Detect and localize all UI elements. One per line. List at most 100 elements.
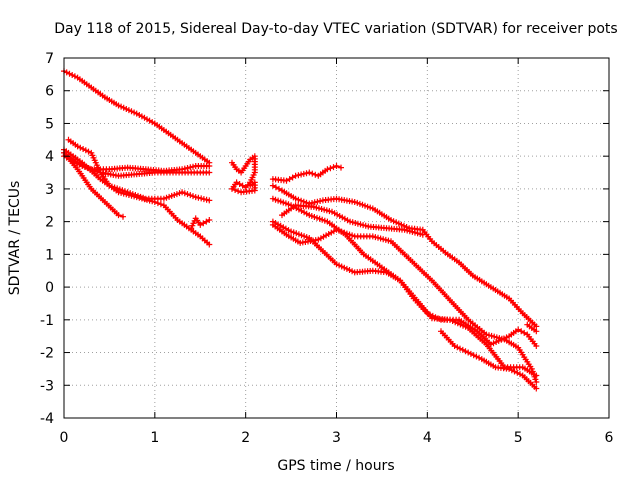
- data-point: [115, 212, 122, 219]
- data-point: [327, 165, 334, 172]
- series-track-d: [65, 136, 213, 204]
- data-point: [195, 194, 202, 201]
- y-tick-label: 7: [45, 51, 54, 67]
- data-point: [295, 172, 302, 179]
- y-tick-label: 6: [45, 84, 54, 100]
- chart-title: Day 118 of 2015, Sidereal Day-to-day VTE…: [54, 21, 617, 37]
- x-tick-label: 3: [332, 430, 341, 446]
- data-point: [295, 196, 302, 203]
- data-point: [120, 213, 126, 220]
- data-point: [432, 314, 439, 321]
- data-point: [206, 197, 213, 204]
- data-point: [303, 170, 310, 177]
- data-point: [63, 69, 70, 76]
- data-point: [306, 169, 313, 176]
- data-point: [533, 328, 540, 335]
- y-tick-label: 0: [45, 280, 54, 296]
- y-tick-label: 2: [45, 215, 54, 231]
- series-track-f: [61, 146, 213, 248]
- data-point: [514, 369, 521, 376]
- data-point: [157, 201, 164, 208]
- data-point: [435, 315, 442, 322]
- y-tick-label: -4: [40, 411, 54, 427]
- x-tick-label: 4: [423, 430, 432, 446]
- data-series: [61, 68, 540, 392]
- data-point: [74, 143, 81, 150]
- grid-lines: [64, 58, 609, 418]
- data-point: [508, 367, 515, 374]
- data-point: [242, 184, 249, 191]
- data-point: [154, 200, 161, 207]
- series-track-h: [229, 153, 258, 196]
- data-point: [429, 312, 436, 319]
- series-track-o: [438, 328, 540, 392]
- data-point: [451, 343, 458, 349]
- data-point: [312, 171, 319, 178]
- data-point: [300, 170, 307, 177]
- data-point: [530, 371, 537, 378]
- data-point: [511, 368, 518, 375]
- data-point: [272, 184, 279, 191]
- data-point: [206, 217, 213, 223]
- data-point: [424, 310, 431, 317]
- y-tick-label: -1: [40, 313, 54, 329]
- data-point: [190, 193, 196, 200]
- data-point: [473, 353, 480, 360]
- data-point: [120, 190, 127, 197]
- y-tick-label: 4: [45, 149, 54, 165]
- data-point: [85, 148, 92, 155]
- data-point: [333, 163, 340, 169]
- data-point: [338, 164, 344, 171]
- series-track-e: [61, 149, 126, 220]
- data-point: [235, 188, 242, 195]
- y-tick-label: -2: [40, 346, 54, 362]
- data-point: [314, 198, 321, 205]
- data-point: [292, 195, 299, 202]
- data-point: [82, 147, 89, 154]
- y-axis-label: SDTVAR / TECUs: [7, 181, 23, 296]
- data-point: [467, 350, 474, 357]
- data-point: [454, 344, 461, 351]
- data-point: [69, 72, 76, 78]
- data-point: [206, 169, 213, 176]
- data-point: [206, 163, 213, 169]
- data-point: [476, 354, 483, 361]
- data-point: [324, 166, 331, 173]
- data-point: [533, 379, 540, 385]
- axis-ticks: 0 1 2 3 4 5 6 -4 -3 -2 -1 0 1 2 3 4 5 6 7: [40, 51, 614, 446]
- series-track-p: [524, 321, 540, 335]
- x-axis-label: GPS time / hours: [277, 458, 394, 474]
- data-point: [533, 385, 540, 392]
- data-point: [462, 348, 469, 355]
- data-point: [181, 190, 188, 197]
- y-tick-label: 1: [45, 247, 54, 263]
- data-point: [232, 187, 239, 193]
- data-point: [309, 170, 316, 177]
- data-point: [533, 343, 540, 349]
- data-point: [206, 241, 213, 248]
- data-point: [470, 352, 477, 359]
- data-point: [427, 311, 434, 318]
- x-tick-label: 2: [241, 430, 250, 446]
- data-point: [229, 185, 235, 192]
- y-tick-label: 5: [45, 116, 54, 132]
- data-point: [203, 196, 210, 203]
- y-tick-label: -3: [40, 378, 54, 394]
- data-point: [198, 195, 205, 202]
- data-point: [66, 70, 73, 77]
- data-point: [506, 365, 513, 372]
- x-tick-label: 1: [150, 430, 159, 446]
- data-point: [80, 146, 87, 152]
- data-point: [247, 182, 254, 189]
- data-point: [283, 177, 290, 184]
- data-point: [521, 329, 528, 336]
- series-track-l: [269, 221, 540, 385]
- series-track-m: [269, 218, 540, 349]
- data-point: [419, 231, 426, 238]
- data-point: [190, 163, 196, 170]
- data-point: [457, 345, 463, 352]
- data-point: [330, 164, 337, 171]
- x-tick-label: 5: [514, 430, 523, 446]
- data-point: [184, 191, 191, 198]
